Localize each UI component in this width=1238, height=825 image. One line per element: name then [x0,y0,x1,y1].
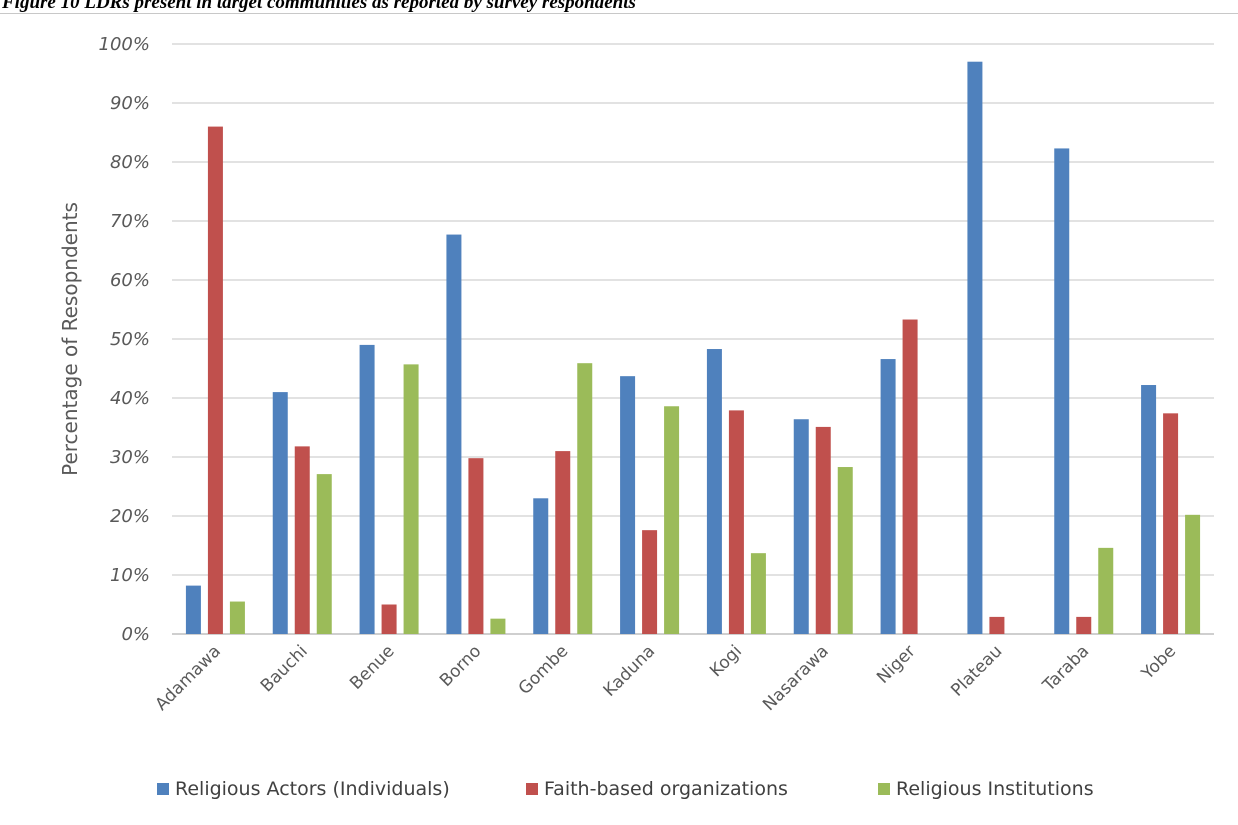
caption-divider [0,13,1238,14]
bar-benue-series-3 [403,364,419,634]
legend-label: Religious Actors (Individuals) [175,778,450,800]
x-tick-label: Niger [873,641,919,687]
bar-nasarawa-series-2 [815,426,831,634]
legend: Religious Actors (Individuals) Faith-base… [157,778,1094,800]
bar-plateau-series-1 [967,61,983,634]
bar-adamawa-series-2 [207,126,223,634]
bar-gombe-series-2 [555,451,571,634]
bars [185,61,1201,634]
bar-gombe-series-1 [533,498,549,634]
bar-borno-series-2 [468,458,484,634]
bar-borno-series-3 [490,618,506,634]
bar-bauchi-series-1 [272,392,288,634]
bar-kaduna-series-1 [620,376,636,634]
y-tick-labels: 0% 10% 20% 30% 40% 50% 60% 70% 80% 90% 100% [99,34,150,645]
x-tick-label: Kaduna [600,641,659,700]
y-tick-label: 80% [110,152,150,173]
bar-bauchi-series-2 [294,446,310,634]
y-axis-title: Percentage of Resopndents [58,202,82,476]
bar-taraba-series-3 [1098,547,1114,634]
bar-kogi-series-1 [706,349,722,634]
bar-plateau-series-2 [989,616,1005,634]
y-tick-label: 90% [110,93,150,114]
bar-niger-series-1 [880,359,896,634]
bar-yobe-series-3 [1185,514,1201,634]
bar-taraba-series-2 [1076,616,1092,634]
x-tick-label: Kogi [706,641,746,681]
x-tick-label: Adamawa [152,641,225,714]
legend-swatch [878,783,890,795]
bar-yobe-series-2 [1163,413,1179,634]
bar-kaduna-series-3 [664,406,680,634]
bar-kogi-series-2 [728,410,744,634]
figure-caption: Figure 10 LDRs present in target communi… [2,0,636,12]
y-tick-label: 100% [99,34,150,55]
legend-swatch [526,783,538,795]
bar-yobe-series-1 [1141,385,1157,634]
x-tick-label: Taraba [1038,641,1093,696]
x-tick-label: Benue [346,641,398,693]
legend-label: Religious Institutions [896,778,1094,800]
y-tick-label: 40% [110,388,150,409]
y-tick-label: 0% [121,624,150,645]
y-tick-label: 60% [110,270,150,291]
x-tick-label: Nasarawa [759,641,833,715]
x-tick-label: Plateau [947,641,1006,700]
legend-label: Faith-based organizations [544,778,788,800]
x-tick-label: Bauchi [257,641,312,696]
x-tick-labels: Adamawa Bauchi Benue Borno Gombe Kaduna Kogi Na… [152,641,1181,715]
gridlines [172,43,1214,635]
y-tick-label: 30% [110,447,150,468]
x-tick-label: Gombe [515,641,573,699]
bar-adamawa-series-1 [185,585,201,634]
bar-niger-series-2 [902,319,918,634]
bar-benue-series-1 [359,344,375,634]
bar-nasarawa-series-3 [837,467,853,634]
bar-nasarawa-series-1 [793,419,809,634]
x-tick-label: Borno [436,641,485,690]
bar-taraba-series-1 [1054,148,1070,634]
y-tick-label: 50% [110,329,150,350]
bar-gombe-series-3 [577,363,593,634]
bar-adamawa-series-3 [229,601,245,634]
bar-bauchi-series-3 [316,474,332,634]
legend-swatch [157,783,169,795]
bar-kogi-series-3 [750,553,766,634]
y-tick-label: 10% [110,565,150,586]
x-tick-label: Yobe [1137,641,1180,684]
y-tick-label: 20% [110,506,150,527]
bar-kaduna-series-2 [642,530,658,634]
bar-borno-series-1 [446,234,462,634]
y-tick-label: 70% [110,211,150,232]
bar-benue-series-2 [381,604,397,634]
